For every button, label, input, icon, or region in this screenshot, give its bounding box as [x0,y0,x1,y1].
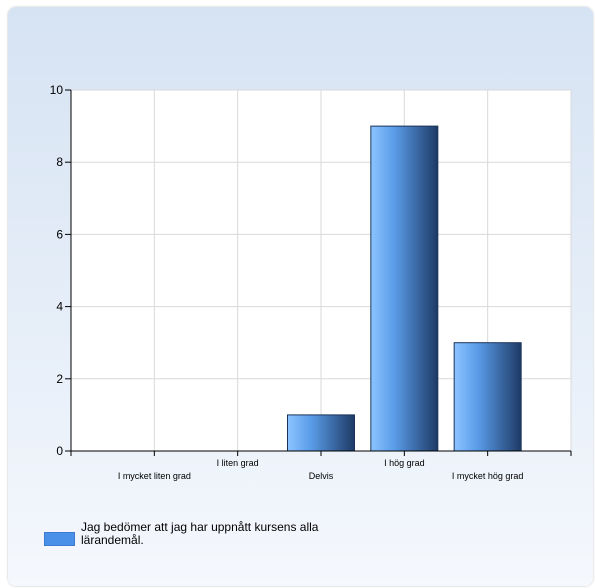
legend-label: Jag bedömer att jag har uppnått kursens … [81,520,319,547]
x-category-label: I mycket hög grad [452,471,524,481]
x-category-label: I mycket liten grad [118,471,191,481]
y-tick-label: 8 [56,155,63,169]
x-category-label: I hög grad [384,458,425,468]
y-tick-label: 6 [56,227,63,241]
y-tick-label: 2 [56,372,63,386]
bar-4 [370,125,439,452]
y-tick-label: 4 [56,300,63,314]
x-category-label: Delvis [309,471,334,481]
x-category-label: I liten grad [217,458,259,468]
legend-swatch [44,532,75,546]
bar-5 [453,342,522,452]
legend: Jag bedömer att jag har uppnått kursens … [44,520,321,547]
y-tick-label: 0 [56,444,63,458]
bar-3 [287,414,355,452]
y-tick-label: 10 [50,83,64,97]
